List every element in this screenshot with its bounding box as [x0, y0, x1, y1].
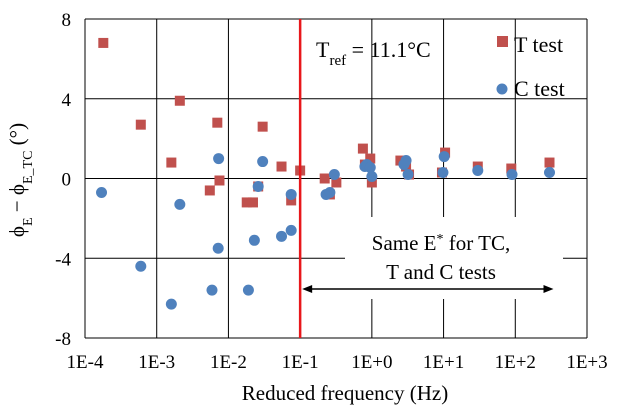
tick-labels: 1E-4 1E-3 1E-2 1E-1 1E+0 1E+1 1E+2 1E+3 8 4 0 -4 -8	[55, 10, 607, 373]
legend: T test C test	[496, 32, 565, 101]
point-c-test	[400, 155, 412, 167]
y-axis-title: ϕE − ϕE_TC (°)	[5, 123, 36, 237]
legend-label-c-test: C test	[514, 76, 565, 101]
point-t-test	[174, 95, 185, 106]
point-t-test	[241, 197, 252, 208]
data-points	[96, 37, 556, 310]
point-c-test	[257, 156, 269, 168]
point-t-test	[365, 153, 376, 164]
point-t-test	[166, 157, 177, 168]
point-c-test	[248, 234, 260, 246]
point-c-test	[328, 169, 340, 181]
point-c-test	[364, 162, 376, 174]
x-tick-label: 1E+0	[351, 352, 392, 373]
point-t-test	[544, 157, 555, 168]
point-c-test	[174, 198, 186, 210]
point-t-test	[506, 163, 517, 174]
point-c-test	[206, 284, 218, 296]
y-tick-label: 4	[62, 90, 72, 111]
point-c-test	[324, 186, 336, 198]
point-c-test	[96, 186, 108, 198]
x-tick-label: 1E+2	[495, 352, 536, 373]
point-c-test	[135, 260, 147, 272]
x-tick-label: 1E+3	[566, 352, 607, 373]
legend-label-t-test: T test	[514, 32, 563, 57]
point-c-test	[437, 167, 449, 179]
y-tick-label: -4	[55, 249, 71, 270]
point-c-test	[402, 169, 414, 181]
point-c-test	[276, 230, 288, 242]
point-c-test	[438, 151, 450, 163]
y-tick-label: -8	[55, 329, 71, 350]
point-t-test	[357, 143, 368, 154]
point-t-test	[247, 197, 258, 208]
x-tick-label: 1E+1	[423, 352, 464, 373]
point-t-test	[276, 161, 287, 172]
point-t-test	[204, 185, 215, 196]
annotation-box	[345, 217, 563, 299]
point-c-test	[285, 188, 297, 200]
y-tick-label: 8	[62, 10, 72, 31]
point-c-test	[213, 153, 225, 165]
range-arrow	[302, 285, 554, 293]
point-c-test	[544, 167, 556, 179]
x-tick-label: 1E-4	[67, 352, 104, 373]
point-t-test	[214, 175, 225, 186]
x-tick-label: 1E-2	[210, 352, 247, 373]
point-c-test	[285, 224, 297, 236]
x-tick-label: 1E-3	[138, 352, 175, 373]
annotation-line-2: T and C tests	[386, 260, 496, 284]
x-tick-label: 1E-1	[282, 352, 319, 373]
point-c-test	[366, 171, 378, 183]
y-tick-label: 0	[62, 170, 72, 191]
legend-marker-c-test	[496, 83, 508, 95]
point-t-test	[98, 37, 109, 48]
point-c-test	[506, 169, 518, 181]
point-c-test	[165, 298, 177, 310]
point-t-test	[286, 195, 297, 206]
arrow-head-left	[302, 285, 313, 293]
point-t-test	[257, 121, 268, 132]
point-c-test	[252, 180, 264, 192]
x-axis-title: Reduced frequency (Hz)	[242, 381, 448, 405]
point-t-test	[135, 119, 146, 130]
arrow-head-right	[543, 285, 554, 293]
point-c-test	[472, 165, 484, 177]
point-c-test	[212, 242, 224, 254]
tref-label: Tref = 11.1°C	[316, 37, 431, 69]
point-t-test	[212, 117, 223, 128]
point-t-test	[319, 173, 330, 184]
legend-marker-t-test	[497, 36, 508, 47]
point-t-test	[331, 177, 342, 188]
point-t-test	[366, 177, 377, 188]
point-c-test	[242, 284, 254, 296]
annotation-line-1: Same E* for TC,	[372, 231, 510, 255]
